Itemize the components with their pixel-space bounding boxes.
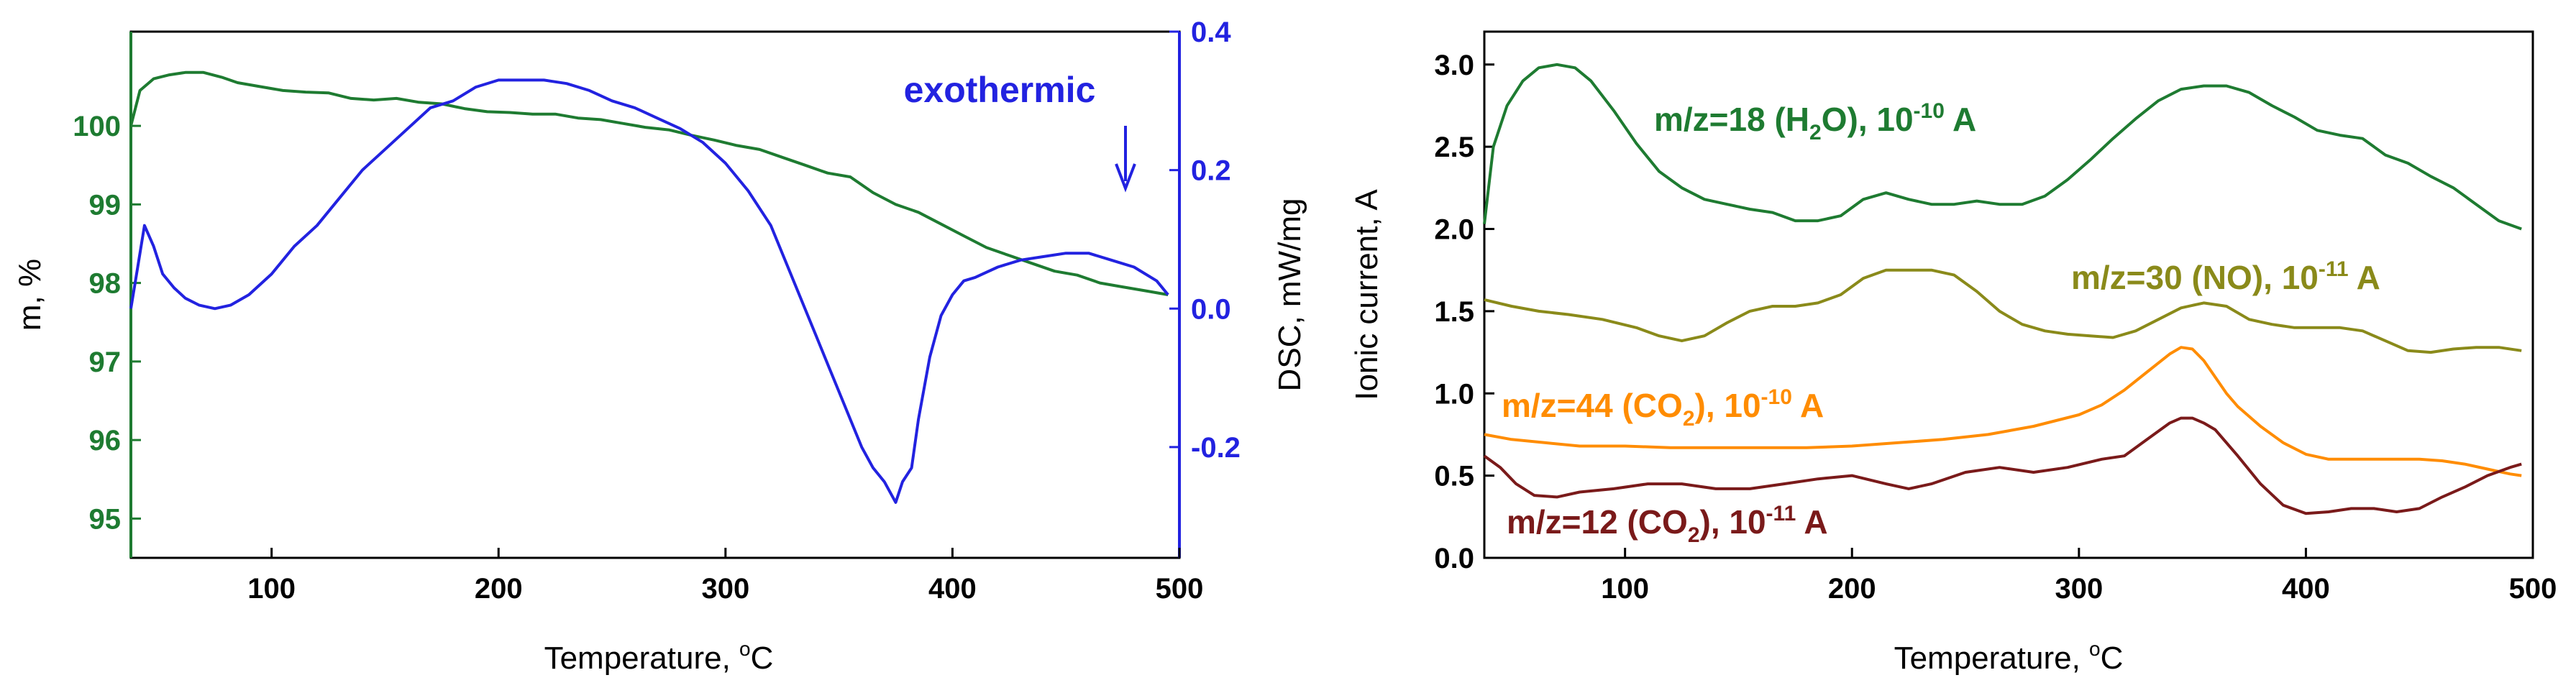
mz44-series-line — [1484, 346, 2522, 477]
y-tick-label: 3.0 — [1434, 50, 1474, 81]
mz30-series-line — [1484, 268, 2522, 354]
y-tick-label: 0.0 — [1191, 293, 1231, 325]
mz12-label: m/z=12 (CO2), 10-11 A — [1507, 502, 1828, 547]
y-tick-label: -0.2 — [1191, 432, 1241, 464]
y-tick-label: 97 — [89, 346, 122, 378]
right-y-ticks: -0.2 0.0 0.2 0.4 — [1169, 17, 1241, 464]
right-y-axis-title: DSC, mW/mg — [1272, 198, 1307, 392]
mz12-series-line — [1483, 416, 2522, 515]
mz44-label: m/z=44 (CO2), 10-10 A — [1502, 385, 1824, 431]
x-tick-label: 500 — [1156, 573, 1204, 605]
x-tick-label: 400 — [2282, 573, 2330, 605]
x-tick-label: 500 — [2509, 573, 2557, 605]
right-plot-frame — [1483, 30, 2534, 559]
x-tick-label: 300 — [2055, 573, 2103, 605]
mz18-series-line — [1483, 63, 2522, 231]
x-tick-label: 300 — [701, 573, 749, 605]
y-tick-label: 95 — [89, 503, 122, 535]
tg-series-line — [129, 70, 1169, 296]
ionic-current-axis-title: Ionic current, A — [1349, 189, 1384, 400]
y-tick-label: 98 — [89, 268, 122, 300]
exothermic-annotation: exothermic — [904, 70, 1096, 110]
dsc-series-line — [129, 78, 1169, 504]
y-tick-label: 2.0 — [1434, 214, 1474, 246]
y-tick-label: 0.2 — [1191, 155, 1231, 187]
y-tick-label: 100 — [73, 111, 121, 142]
right-x-axis-title: Temperature, oC — [1894, 638, 2124, 676]
y-tick-label: 0.4 — [1191, 17, 1231, 48]
y-tick-label: 0.5 — [1434, 461, 1474, 492]
right-y-ticks-ionic: 0.0 0.5 1.0 1.5 2.0 2.5 3.0 — [1434, 50, 1494, 574]
left-y-axis-title: m, % — [12, 259, 47, 331]
x-tick-label: 200 — [1828, 573, 1876, 605]
y-tick-label: 99 — [89, 189, 122, 221]
y-tick-label: 96 — [89, 425, 122, 456]
left-y-ticks: 95 96 97 98 99 100 — [73, 111, 141, 535]
x-tick-label: 100 — [1601, 573, 1649, 605]
ms-panel: 100 200 300 400 500 0.0 0.5 1.0 1.5 2.0 2.5 3.0 m/… — [1349, 30, 2557, 676]
y-tick-label: 2.5 — [1434, 132, 1474, 163]
y-tick-label: 0.0 — [1434, 543, 1474, 574]
left-plot-frame — [129, 30, 1181, 559]
y-tick-label: 1.0 — [1434, 378, 1474, 410]
x-tick-label: 100 — [247, 573, 296, 605]
x-tick-label: 200 — [475, 573, 523, 605]
exothermic-arrow-head — [1115, 163, 1136, 193]
left-x-ticks: 100 200 300 400 500 — [247, 548, 1203, 605]
x-tick-label: 400 — [928, 573, 977, 605]
left-x-axis-title: Temperature, oC — [544, 638, 774, 676]
mz18-label: m/z=18 (H2O), 10-10 A — [1654, 99, 1976, 144]
tg-dsc-panel: 100 200 300 400 500 95 96 97 98 99 100 -0.2 0.0 0.2… — [12, 17, 1307, 676]
right-x-ticks: 100 200 300 400 500 — [1601, 548, 2557, 605]
mz30-label: m/z=30 (NO), 10-11 A — [2071, 257, 2380, 296]
y-tick-label: 1.5 — [1434, 296, 1474, 328]
